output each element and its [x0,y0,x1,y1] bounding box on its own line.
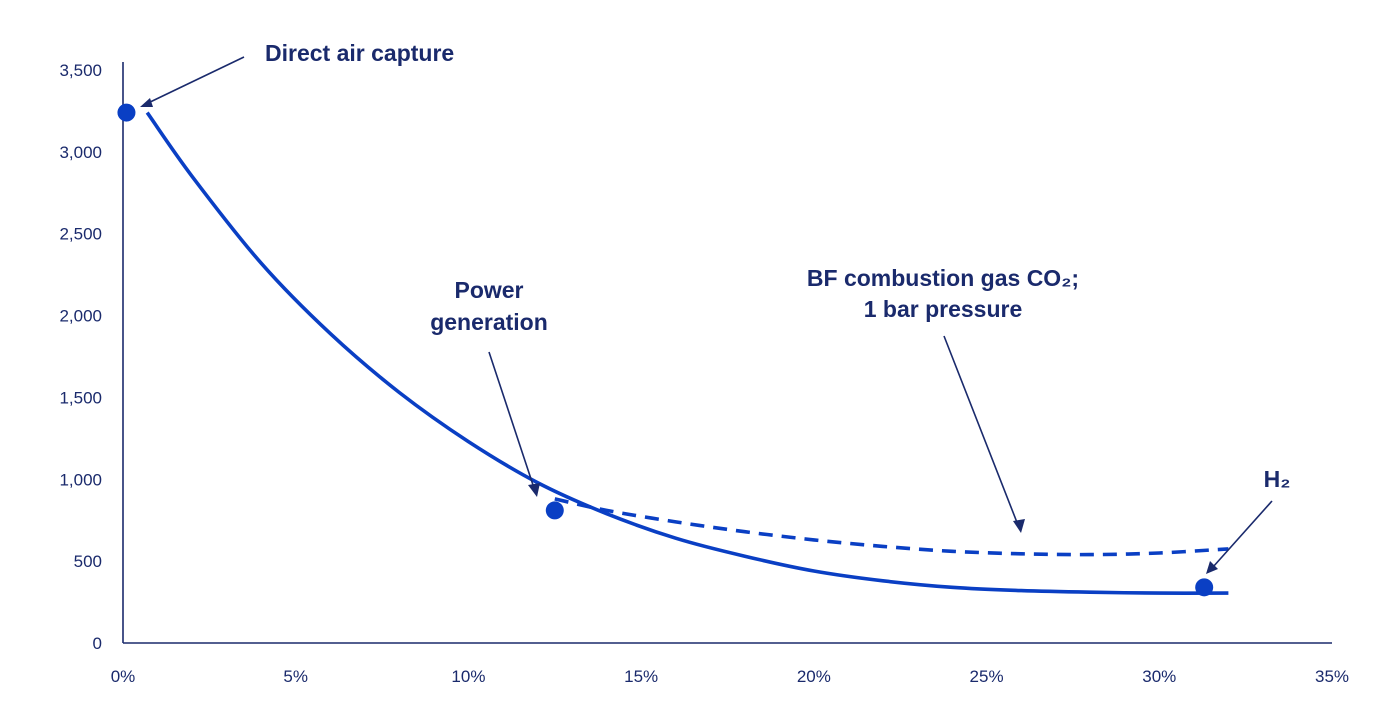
y-tick-label: 0 [93,634,102,653]
arrowhead-bf-combustion [1013,519,1025,533]
y-tick-label: 2,500 [59,225,102,244]
y-tick-label: 1,000 [59,470,102,489]
x-tick-label: 30% [1142,667,1176,686]
annotation-bf-combustion-line1: BF combustion gas CO₂; [807,265,1079,291]
data-point-direct-air-capture [117,103,136,122]
annotation-bf-combustion-line2: 1 bar pressure [864,296,1023,322]
arrowhead-h2 [1206,561,1218,574]
data-point-h [1195,578,1214,597]
points-layer [117,103,1214,597]
series-line-solid [145,111,1229,595]
x-tick-label: 5% [283,667,308,686]
arrowhead-power-generation [528,483,540,497]
y-tick-label: 2,000 [59,307,102,326]
x-tick-label: 10% [451,667,485,686]
annotation-power-generation-line1: Power [454,277,523,303]
x-tick-labels: 0% 5% 10% 15% 20% 25% 30% 35% [111,667,1349,686]
axes [122,62,1332,644]
x-tick-label: 20% [797,667,831,686]
annotation-power-generation-line2: generation [430,309,548,335]
x-tick-label: 0% [111,667,136,686]
y-tick-label: 1,500 [59,388,102,407]
series-layer [145,111,1229,595]
y-tick-label: 3,000 [59,143,102,162]
series-line-dashed [554,497,1229,557]
y-tick-label: 3,500 [59,61,102,80]
annotation-h2: H₂ [1264,466,1291,492]
x-tick-label: 15% [624,667,658,686]
arrow-bf-combustion [943,335,1019,526]
y-tick-label: 500 [74,552,102,571]
arrow-direct-air-capture [145,56,245,105]
annotations: Direct air capture Power generation BF c… [140,40,1290,574]
x-tick-label: 25% [970,667,1004,686]
arrowhead-direct-air-capture [140,98,153,107]
y-tick-labels: 0 500 1,000 1,500 2,000 2,500 3,000 3,500 [59,61,102,653]
annotation-direct-air-capture: Direct air capture [265,40,454,66]
data-point-power-generation [545,501,564,520]
arrow-h2 [1212,500,1273,568]
x-tick-label: 35% [1315,667,1349,686]
arrow-power-generation [488,351,535,489]
